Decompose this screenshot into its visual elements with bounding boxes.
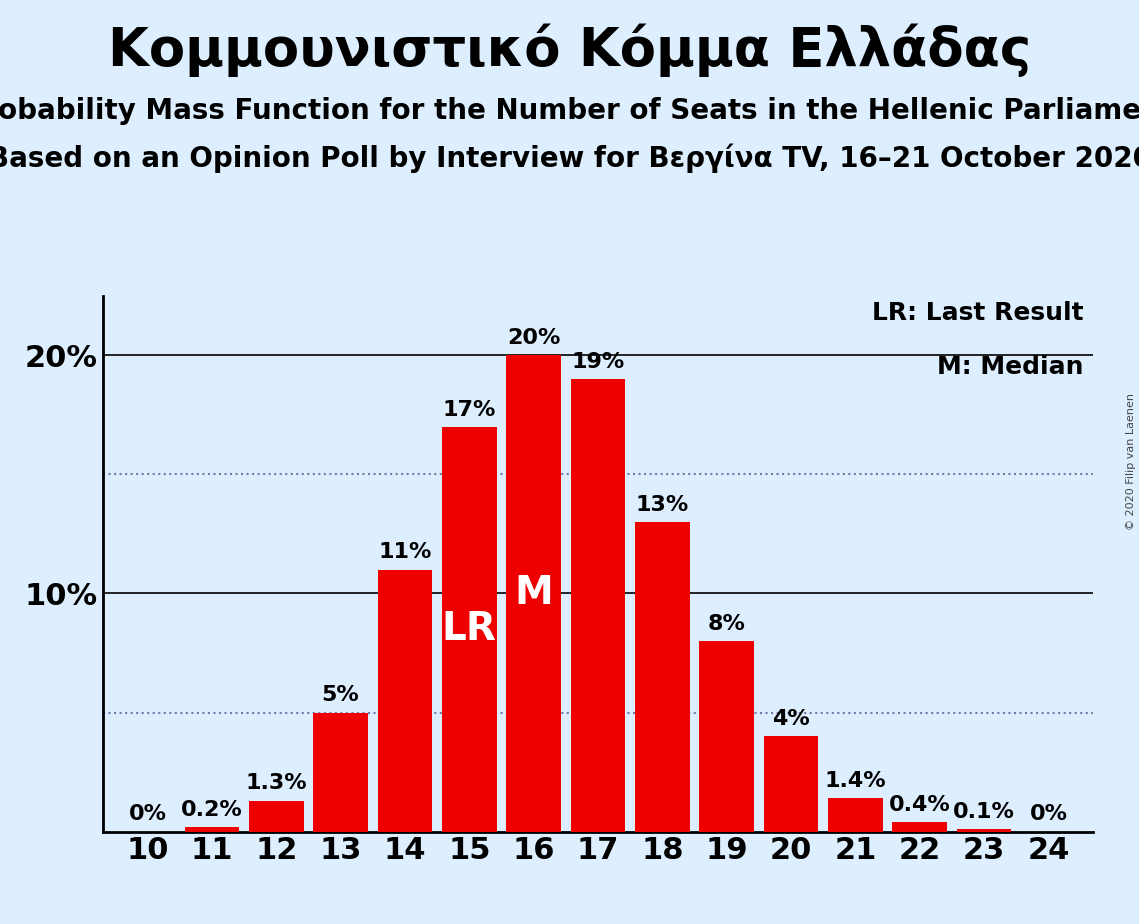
Bar [892,822,947,832]
Text: 19%: 19% [572,352,624,371]
Text: 13%: 13% [636,495,689,515]
Bar [185,827,239,832]
Text: 0.2%: 0.2% [181,799,243,820]
Text: 1.4%: 1.4% [825,772,886,791]
Text: LR: Last Result: LR: Last Result [872,301,1083,325]
Bar [571,379,625,832]
Text: Based on an Opinion Poll by Interview for Βεργίνα TV, 16–21 October 2020: Based on an Opinion Poll by Interview fo… [0,143,1139,173]
Text: 17%: 17% [443,399,495,419]
Text: 0.4%: 0.4% [888,795,951,815]
Text: M: M [514,575,554,613]
Text: 8%: 8% [707,614,746,634]
Bar [442,427,497,832]
Bar [634,522,690,832]
Bar [378,569,433,832]
Bar [249,800,304,832]
Bar [506,355,562,832]
Text: Probability Mass Function for the Number of Seats in the Hellenic Parliament: Probability Mass Function for the Number… [0,97,1139,125]
Text: 11%: 11% [378,542,432,563]
Text: 0%: 0% [129,805,166,824]
Text: 20%: 20% [507,328,560,348]
Text: 0.1%: 0.1% [953,802,1015,822]
Text: 0%: 0% [1030,805,1067,824]
Text: M: Median: M: Median [937,355,1083,379]
Bar [957,829,1011,832]
Bar [313,712,368,832]
Text: 4%: 4% [772,710,810,729]
Text: © 2020 Filip van Laenen: © 2020 Filip van Laenen [1126,394,1136,530]
Text: Κομμουνιστικό Κόμμα Ελλάδας: Κομμουνιστικό Κόμμα Ελλάδας [108,23,1031,77]
Bar [763,736,818,832]
Text: 1.3%: 1.3% [245,773,308,794]
Text: LR: LR [442,610,497,648]
Bar [828,798,883,832]
Text: 5%: 5% [321,686,360,705]
Bar [699,641,754,832]
